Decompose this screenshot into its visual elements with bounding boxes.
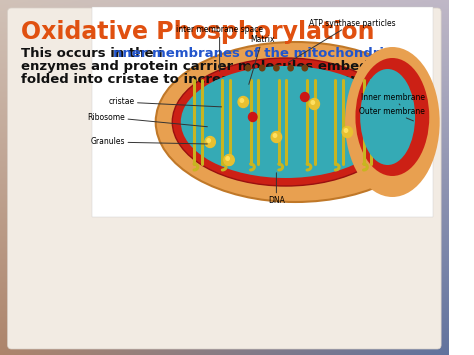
Circle shape: [302, 65, 308, 71]
Circle shape: [309, 98, 319, 109]
Circle shape: [260, 65, 265, 71]
Circle shape: [238, 97, 248, 108]
Circle shape: [226, 157, 229, 160]
Circle shape: [207, 139, 210, 142]
Text: Matrix: Matrix: [249, 35, 274, 84]
Text: enzymes and protein carrier molecules embedded: enzymes and protein carrier molecules em…: [21, 60, 396, 73]
Circle shape: [248, 113, 257, 121]
Circle shape: [205, 137, 215, 147]
Ellipse shape: [181, 66, 391, 178]
Text: inter membrane space: inter membrane space: [176, 25, 263, 71]
Text: Oxidative Phosphorylation: Oxidative Phosphorylation: [21, 20, 374, 44]
Text: Granules: Granules: [91, 137, 207, 147]
Circle shape: [246, 65, 251, 71]
Ellipse shape: [156, 42, 435, 202]
Text: cristae: cristae: [108, 98, 221, 107]
Ellipse shape: [356, 58, 429, 176]
Circle shape: [271, 131, 282, 142]
Ellipse shape: [360, 69, 415, 165]
Circle shape: [273, 134, 277, 137]
FancyBboxPatch shape: [92, 7, 433, 217]
Circle shape: [311, 101, 315, 104]
Text: DNA: DNA: [268, 173, 285, 205]
Ellipse shape: [345, 47, 440, 197]
Text: folded into cristae to increase the surface area: folded into cristae to increase the surf…: [21, 73, 374, 86]
FancyBboxPatch shape: [8, 8, 441, 349]
Ellipse shape: [172, 58, 400, 186]
Circle shape: [344, 129, 347, 132]
Text: Outer membrane: Outer membrane: [359, 108, 425, 121]
Text: This occurs in the i: This occurs in the i: [21, 47, 163, 60]
Circle shape: [342, 126, 353, 137]
Circle shape: [301, 93, 309, 102]
Circle shape: [224, 154, 234, 165]
Circle shape: [274, 65, 279, 71]
Text: Ribosome: Ribosome: [87, 113, 207, 127]
Text: Inner membrane: Inner membrane: [361, 93, 425, 105]
Text: ATP synthase particles: ATP synthase particles: [288, 19, 395, 62]
Circle shape: [288, 65, 293, 71]
Text: nner membranes of the mitochondria: nner membranes of the mitochondria: [113, 47, 392, 60]
Circle shape: [240, 99, 244, 102]
